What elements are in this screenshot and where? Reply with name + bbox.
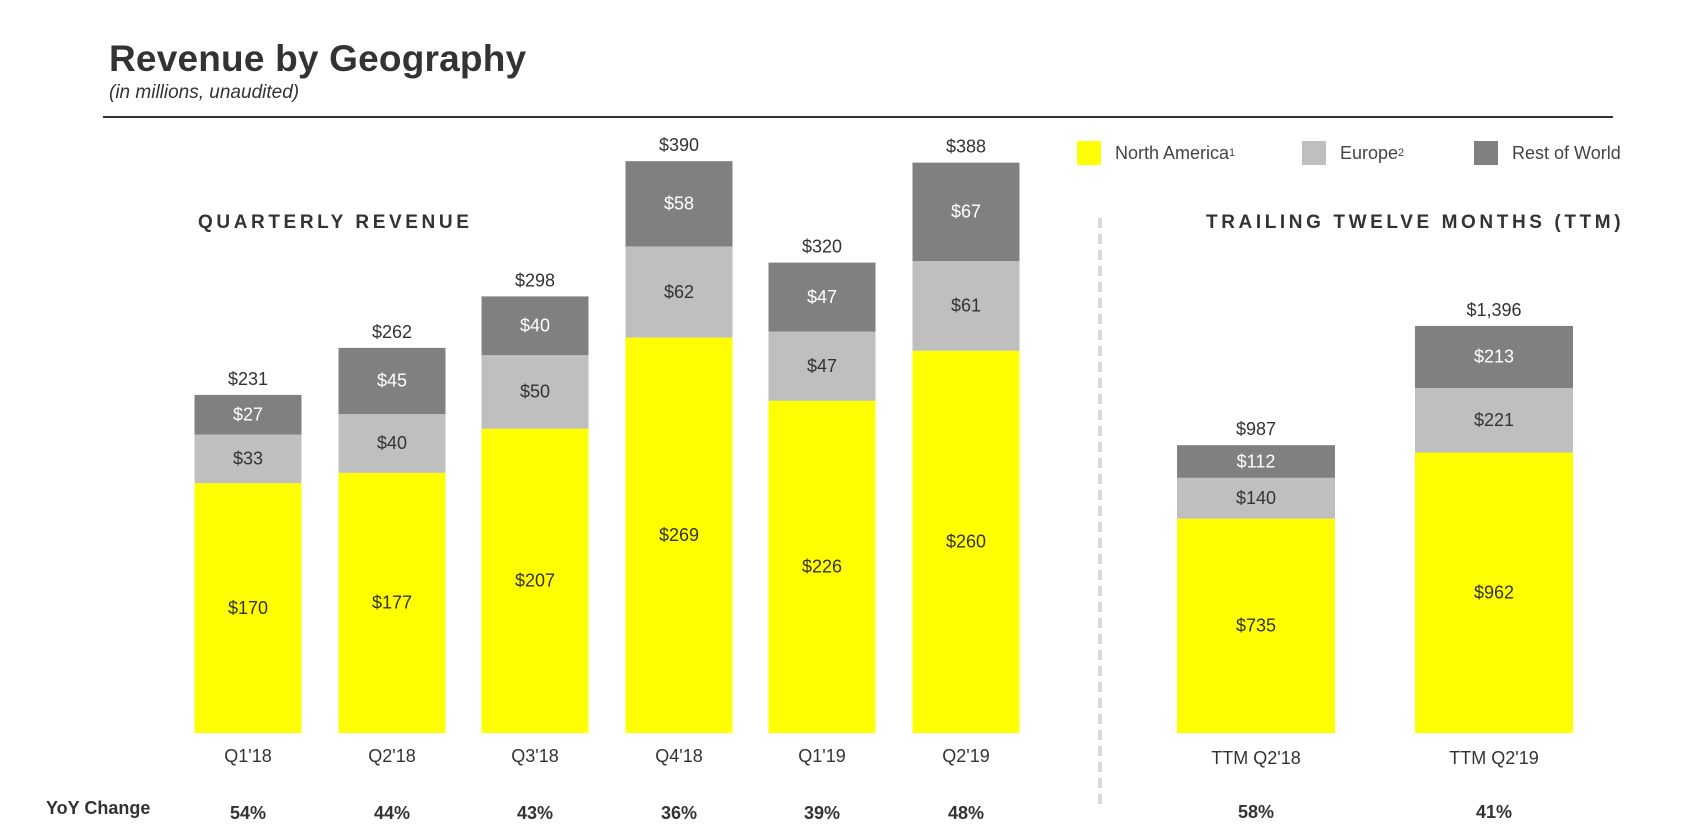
category-label-ttm-q2-18: TTM Q2'18 <box>1211 748 1300 768</box>
segment-label-north-america-q4-18: $269 <box>659 525 699 545</box>
yoy-value-q1-19: 39% <box>804 803 840 823</box>
legend-footnote: 2 <box>1398 147 1405 159</box>
bar-segment-rest-of-world-q3-18 <box>481 296 589 356</box>
bar-segment-north-america-q1-18 <box>194 483 302 733</box>
bar-segment-rest-of-world-q1-19 <box>768 262 876 332</box>
section-title-ttm: TRAILING TWELVE MONTHS (TTM) <box>1206 212 1625 233</box>
legend-label: Rest of World <box>1512 142 1621 163</box>
yoy-value-q3-18: 43% <box>517 803 553 823</box>
segment-label-rest-of-world-q1-19: $47 <box>807 287 837 307</box>
yoy-value-q4-18: 36% <box>661 803 697 823</box>
title-divider <box>103 116 1613 118</box>
yoy-value-q1-18: 54% <box>230 803 266 823</box>
segment-label-rest-of-world-q2-18: $45 <box>377 371 407 391</box>
category-label-q1-18: Q1'18 <box>224 746 271 766</box>
total-label-q1-19: $320 <box>802 237 842 257</box>
segment-label-europe-ttm-q2-18: $140 <box>1236 488 1276 508</box>
total-label-q2-19: $388 <box>946 137 986 157</box>
segment-label-rest-of-world-ttm-q2-18: $112 <box>1237 451 1276 471</box>
bar-segment-rest-of-world-q4-18 <box>625 161 733 247</box>
segment-label-rest-of-world-q1-18: $27 <box>233 404 263 424</box>
bar-segment-europe-q4-18 <box>625 246 733 338</box>
bar-segment-north-america-q2-18 <box>338 472 446 733</box>
bar-segment-europe-q1-19 <box>768 331 876 401</box>
bar-segment-europe-ttm-q2-19 <box>1415 388 1573 453</box>
bar-segment-north-america-q2-19 <box>912 350 1020 733</box>
legend-swatch-rest-of-world <box>1474 141 1498 165</box>
page-title: Revenue by Geography <box>109 38 527 79</box>
legend-swatch-north-america <box>1077 141 1101 165</box>
segment-label-rest-of-world-q2-19: $67 <box>951 202 981 222</box>
segment-label-north-america-q3-18: $207 <box>515 571 555 591</box>
segment-label-north-america-q1-18: $170 <box>228 598 268 618</box>
bar-segment-europe-q2-18 <box>338 414 446 473</box>
category-label-q1-19: Q1'19 <box>798 746 845 766</box>
segment-label-rest-of-world-q3-18: $40 <box>520 316 550 336</box>
yoy-value-ttm-q2-18: 58% <box>1238 802 1274 822</box>
segment-label-europe-ttm-q2-19: $221 <box>1474 410 1514 430</box>
segment-label-europe-q3-18: $50 <box>520 382 550 402</box>
bar-segment-europe-ttm-q2-18 <box>1177 477 1335 519</box>
legend-label: North America <box>1115 142 1230 163</box>
bar-segment-europe-q2-19 <box>912 261 1020 351</box>
bar-segment-north-america-ttm-q2-19 <box>1415 452 1573 733</box>
segment-label-europe-q4-18: $62 <box>664 282 694 302</box>
bar-segment-north-america-q1-19 <box>768 400 876 733</box>
segment-label-north-america-q2-18: $177 <box>372 593 412 613</box>
bar-segment-europe-q1-18 <box>194 434 302 484</box>
yoy-change-label: YoY Change <box>46 798 151 818</box>
segment-label-europe-q2-19: $61 <box>951 296 981 316</box>
total-label-q2-18: $262 <box>372 322 412 342</box>
bar-segment-rest-of-world-q2-18 <box>338 347 446 415</box>
bar-segment-north-america-q4-18 <box>625 337 733 733</box>
segment-label-rest-of-world-q4-18: $58 <box>664 194 694 214</box>
bar-segment-europe-q3-18 <box>481 355 589 429</box>
segment-label-north-america-ttm-q2-18: $735 <box>1236 616 1276 636</box>
bar-segment-rest-of-world-q1-18 <box>194 394 302 435</box>
bar-segment-north-america-ttm-q2-18 <box>1177 518 1335 733</box>
total-label-ttm-q2-18: $987 <box>1236 419 1276 439</box>
category-label-q2-19: Q2'19 <box>942 746 989 766</box>
category-label-q4-18: Q4'18 <box>655 746 702 766</box>
total-label-ttm-q2-19: $1,396 <box>1466 300 1521 320</box>
bar-segment-north-america-q3-18 <box>481 428 589 733</box>
legend-label: Europe <box>1340 142 1399 163</box>
section-title-quarterly: QUARTERLY REVENUE <box>198 212 473 233</box>
bar-segment-rest-of-world-ttm-q2-18 <box>1177 445 1335 478</box>
category-label-ttm-q2-19: TTM Q2'19 <box>1449 748 1538 768</box>
total-label-q3-18: $298 <box>515 270 555 290</box>
category-label-q2-18: Q2'18 <box>368 746 415 766</box>
segment-label-europe-q1-19: $47 <box>807 356 837 376</box>
total-label-q1-18: $231 <box>228 369 268 389</box>
bar-segment-rest-of-world-q2-19 <box>912 162 1020 262</box>
total-label-q4-18: $390 <box>659 135 699 155</box>
legend-item-north-america: North America 1 <box>1077 140 1235 166</box>
segment-label-north-america-q2-19: $260 <box>946 532 986 552</box>
segment-label-rest-of-world-ttm-q2-19: $213 <box>1474 347 1514 367</box>
yoy-value-q2-19: 48% <box>948 803 984 823</box>
page-subtitle: (in millions, unaudited) <box>109 82 300 103</box>
legend-swatch-europe <box>1302 141 1326 165</box>
yoy-value-ttm-q2-19: 41% <box>1476 802 1512 822</box>
legend-item-rest-of-world: Rest of World <box>1474 140 1621 166</box>
legend-item-europe: Europe 2 <box>1302 140 1404 166</box>
segment-label-north-america-ttm-q2-19: $962 <box>1474 582 1514 602</box>
legend-footnote: 1 <box>1229 147 1236 159</box>
bar-segment-rest-of-world-ttm-q2-19 <box>1415 325 1573 389</box>
segment-label-europe-q2-18: $40 <box>377 433 407 453</box>
segment-label-europe-q1-18: $33 <box>233 449 263 469</box>
yoy-value-q2-18: 44% <box>374 803 410 823</box>
segment-label-north-america-q1-19: $226 <box>802 557 842 577</box>
category-label-q3-18: Q3'18 <box>511 746 558 766</box>
